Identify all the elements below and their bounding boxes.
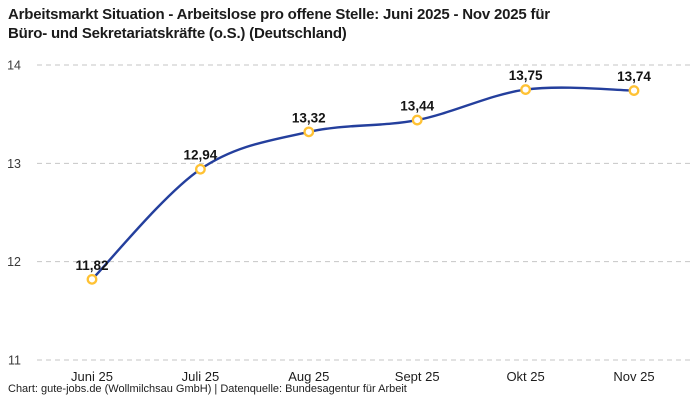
chart-title-line-2: Büro- und Sekretariatskräfte (o.S.) (Deu…	[8, 25, 347, 42]
x-axis-label: Aug 25	[288, 369, 329, 384]
data-point-marker	[86, 273, 98, 285]
y-tick-label: 11	[8, 354, 21, 368]
data-point-marker	[628, 85, 640, 96]
chart-title-line-1: Arbeitsmarkt Situation - Arbeitslose pro…	[8, 6, 550, 23]
data-point-label: 13,74	[617, 69, 651, 84]
y-tick-label: 13	[7, 157, 21, 171]
x-axis-label: Juli 25	[182, 369, 220, 384]
x-axis-label: Nov 25	[613, 369, 654, 384]
data-point-label: 12,94	[184, 148, 218, 163]
data-point-marker	[303, 126, 315, 138]
data-point-marker	[520, 84, 531, 95]
data-point-label: 11,82	[75, 258, 108, 273]
data-point-label: 13,44	[400, 99, 434, 114]
x-axis-label: Okt 25	[506, 369, 544, 384]
chart-title: Arbeitsmarkt Situation - Arbeitslose pro…	[8, 5, 696, 43]
data-point-label: 13,75	[509, 68, 543, 83]
chart-footer: Chart: gute-jobs.de (Wollmilchsau GmbH) …	[8, 383, 407, 395]
y-tick-label: 12	[7, 255, 21, 269]
data-line	[90, 86, 636, 281]
x-axis-label: Sept 25	[395, 369, 440, 384]
x-axis-label: Juni 25	[71, 369, 113, 384]
data-point-marker	[194, 163, 206, 175]
data-point-marker	[411, 114, 423, 126]
data-point-label: 13,32	[292, 110, 326, 125]
y-tick-label: 14	[7, 59, 21, 73]
